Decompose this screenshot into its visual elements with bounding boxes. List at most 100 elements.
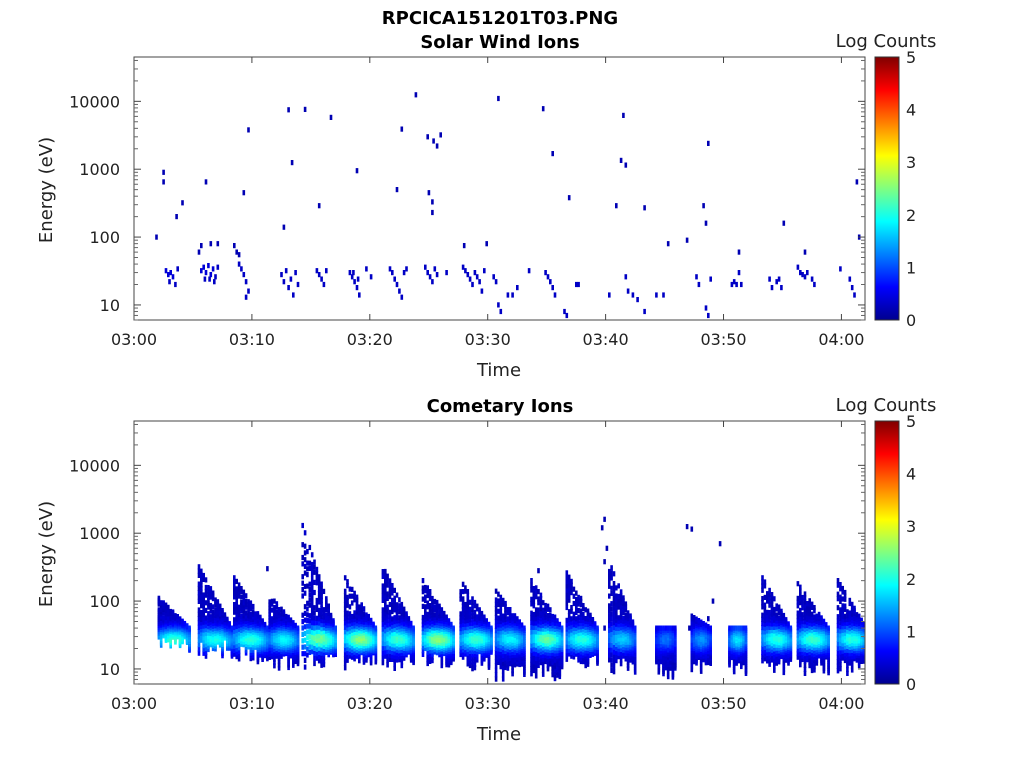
data-cell [200,599,203,605]
data-cell [317,203,321,209]
data-cell [836,591,840,597]
data-cell [530,671,533,677]
data-cell [473,652,477,658]
data-cell [494,650,498,656]
data-cell [461,610,465,617]
data-cell [315,637,319,644]
data-cell [836,668,840,674]
data-cell [690,634,694,641]
data-cell [810,634,814,640]
data-cell [782,664,786,670]
data-cell [428,648,432,654]
data-cell [617,583,620,589]
data-cell [273,647,276,653]
data-cell [426,585,429,591]
data-cell [235,590,238,596]
data-cell [233,628,236,634]
data-cell [506,634,510,640]
data-cell [551,635,554,641]
data-cell [358,646,361,652]
data-cell [766,613,769,619]
data-cell [511,668,514,674]
data-cell [200,572,203,578]
data-cell [475,625,479,631]
data-cell [317,574,321,580]
data-cell [504,626,507,632]
data-cell [461,643,465,649]
data-cell [539,636,543,642]
data-cell [346,657,349,663]
data-cell [235,249,238,255]
data-cell [575,642,578,648]
data-cell [426,660,429,667]
data-cell [431,631,434,638]
data-cell [207,620,210,626]
data-cell [841,631,844,637]
data-cell [530,596,533,602]
data-cell [164,607,168,613]
data-cell [608,657,611,663]
data-cell [690,624,694,630]
data-cell [466,646,470,653]
colorbar-tick-label: 0 [906,311,916,330]
data-cell [624,606,628,612]
data-cell [532,629,536,635]
data-cell [532,633,536,639]
data-cell [325,596,328,602]
data-cell [575,606,578,612]
data-cell [353,594,356,600]
data-cell [737,249,741,255]
data-cell [537,600,540,606]
data-cell [839,586,842,592]
data-cell [657,625,661,631]
data-cell [770,601,774,607]
data-cell [235,642,238,648]
data-cell [223,612,227,618]
data-cell [306,566,309,572]
data-cell [310,649,314,655]
data-cell [388,633,392,639]
data-cell [782,632,786,639]
data-cell [499,605,503,611]
data-cell [763,625,767,631]
data-cell [494,672,498,678]
data-cell [579,652,583,658]
data-cell [810,654,814,660]
data-cell [211,640,215,646]
data-cell [501,644,505,651]
data-cell [775,660,778,666]
data-cell [213,279,216,285]
data-cell [775,645,778,651]
data-cell [381,640,385,647]
data-cell [485,241,488,247]
data-cell [626,610,630,616]
data-cell [773,621,776,627]
data-cell [695,616,698,622]
data-cell [808,659,811,665]
data-cell [320,662,323,668]
data-cell [395,628,399,634]
data-cell [209,625,213,631]
data-cell [553,629,557,636]
data-cell [546,613,550,619]
data-cell [575,600,578,606]
data-cell [565,635,569,641]
data-cell [440,646,444,652]
data-cell [204,600,208,606]
data-cell [553,617,557,623]
data-cell [431,625,434,631]
data-cell [546,666,550,672]
data-cell [249,631,253,637]
data-cell [468,634,472,640]
data-cell [391,270,394,276]
data-cell [369,274,373,280]
data-cell [737,270,741,276]
data-cell [270,648,274,654]
data-cell [348,628,352,635]
data-cell [523,625,526,631]
data-cell [466,632,470,638]
data-cell [273,640,276,646]
data-cell [313,635,316,641]
data-cell [848,276,852,282]
data-cell [461,596,465,602]
